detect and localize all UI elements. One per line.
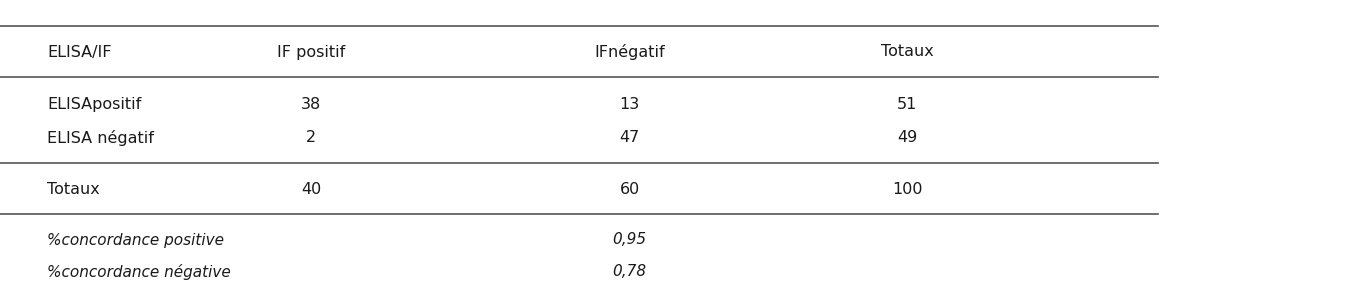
Text: 40: 40 (302, 182, 321, 198)
Text: ELISA négatif: ELISA négatif (47, 130, 154, 146)
Text: ELISA/IF: ELISA/IF (47, 45, 112, 59)
Text: IF positif: IF positif (278, 45, 345, 59)
Text: 60: 60 (620, 182, 639, 198)
Text: 0,95: 0,95 (612, 233, 647, 248)
Text: 100: 100 (892, 182, 922, 198)
Text: IFnégatif: IFnégatif (594, 44, 665, 60)
Text: ELISApositif: ELISApositif (47, 97, 142, 111)
Text: 38: 38 (302, 97, 321, 111)
Text: %concordance positive: %concordance positive (47, 233, 225, 248)
Text: 51: 51 (896, 97, 918, 111)
Text: Totaux: Totaux (881, 45, 933, 59)
Text: %concordance négative: %concordance négative (47, 264, 232, 280)
Text: 47: 47 (620, 130, 639, 146)
Text: Totaux: Totaux (47, 182, 100, 198)
Text: 0,78: 0,78 (612, 265, 647, 279)
Text: 2: 2 (306, 130, 317, 146)
Text: 49: 49 (898, 130, 917, 146)
Text: 13: 13 (620, 97, 639, 111)
